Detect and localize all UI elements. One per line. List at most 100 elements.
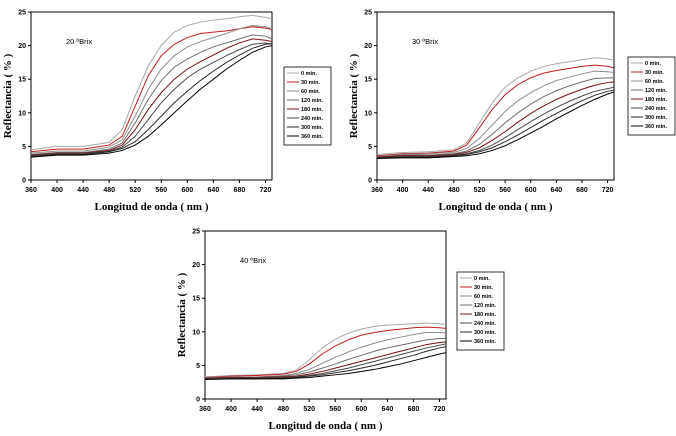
x-tick-label: 720 bbox=[602, 187, 614, 194]
legend: 0 min. 30 min. 60 min. 120 min. 180 min. 240 … bbox=[283, 66, 332, 146]
y-tick-label: 5 bbox=[22, 144, 26, 151]
y-tick-label: 10 bbox=[364, 110, 372, 117]
series-lines bbox=[377, 57, 614, 159]
legend-label: 180 min. bbox=[474, 312, 496, 318]
y-axis-label: Reflectancia ( % ) bbox=[2, 53, 14, 138]
chart-panel-3: 0 5 10 15 20 25 360 400 440 480 520 560 600 640 680 720… bbox=[176, 229, 505, 432]
brix-annotation: 20 ºBrix bbox=[66, 37, 92, 46]
x-axis-label: Longitud de onda ( nm ) bbox=[94, 201, 208, 213]
legend-label: 120 min. bbox=[301, 98, 323, 104]
y-tick-label: 15 bbox=[364, 77, 372, 84]
series-line-6 bbox=[205, 343, 446, 380]
series-line-1 bbox=[31, 14, 272, 151]
x-tick-label: 560 bbox=[329, 406, 341, 413]
series-lines bbox=[31, 14, 272, 158]
legend: 0 min. 30 min. 60 min. 120 min. 180 min. 240 … bbox=[627, 56, 676, 136]
x-tick-label: 560 bbox=[155, 187, 167, 194]
series-line-2 bbox=[377, 64, 614, 157]
legend-label: 300 min. bbox=[474, 330, 496, 336]
legend-box bbox=[456, 271, 505, 351]
y-tick-label: 15 bbox=[18, 77, 26, 84]
x-tick-label: 520 bbox=[303, 406, 315, 413]
x-tick-label: 680 bbox=[576, 187, 588, 194]
x-tick-label: 720 bbox=[434, 406, 446, 413]
x-tick-label: 360 bbox=[199, 406, 211, 413]
x-tick-label: 440 bbox=[77, 187, 89, 194]
x-axis-label: Longitud de onda ( nm ) bbox=[438, 201, 552, 213]
y-tick-label: 0 bbox=[368, 178, 372, 185]
x-tick-label: 480 bbox=[448, 187, 460, 194]
legend-label: 30 min. bbox=[301, 80, 320, 86]
x-tick-label: 600 bbox=[355, 406, 367, 413]
series-line-7 bbox=[377, 89, 614, 159]
series-line-1 bbox=[377, 57, 614, 155]
x-tick-label: 560 bbox=[499, 187, 511, 194]
y-tick-label: 25 bbox=[192, 229, 200, 236]
y-tick-label: 10 bbox=[18, 110, 26, 117]
legend-label: 60 min. bbox=[645, 79, 664, 85]
y-tick-label: 10 bbox=[192, 329, 200, 336]
x-tick-label: 520 bbox=[129, 187, 141, 194]
y-tick-label: 25 bbox=[364, 10, 372, 17]
y-tick-label: 20 bbox=[192, 262, 200, 269]
series-line-1 bbox=[205, 322, 446, 378]
series-line-8 bbox=[31, 45, 272, 158]
x-tick-label: 600 bbox=[525, 187, 537, 194]
legend-label: 30 min. bbox=[645, 70, 664, 76]
legend-label: 180 min. bbox=[645, 97, 667, 103]
series-line-3 bbox=[205, 331, 446, 378]
series-line-4 bbox=[31, 34, 272, 155]
x-tick-label: 400 bbox=[397, 187, 409, 194]
x-tick-label: 640 bbox=[551, 187, 563, 194]
x-tick-label: 640 bbox=[208, 187, 220, 194]
x-tick-label: 440 bbox=[251, 406, 263, 413]
legend-label: 180 min. bbox=[301, 107, 323, 113]
series-line-4 bbox=[377, 77, 614, 158]
x-tick-label: 400 bbox=[51, 187, 63, 194]
series-lines bbox=[205, 322, 446, 381]
x-tick-label: 440 bbox=[422, 187, 434, 194]
legend-label: 360 min. bbox=[301, 134, 323, 140]
y-tick-label: 20 bbox=[364, 43, 372, 50]
x-tick-label: 680 bbox=[234, 187, 246, 194]
x-axis-label: Longitud de onda ( nm ) bbox=[268, 420, 382, 432]
legend-label: 360 min. bbox=[474, 339, 496, 345]
legend-label: 60 min. bbox=[474, 294, 493, 300]
x-tick-label: 480 bbox=[277, 406, 289, 413]
legend-label: 120 min. bbox=[474, 303, 496, 309]
series-line-7 bbox=[31, 43, 272, 157]
plot-area bbox=[376, 11, 615, 181]
y-tick-label: 5 bbox=[368, 144, 372, 151]
y-tick-label: 0 bbox=[22, 178, 26, 185]
x-tick-label: 720 bbox=[260, 187, 272, 194]
chart-panel-1: 0 5 10 15 20 25 360 400 440 480 520 560 600 640 680 720… bbox=[2, 10, 332, 213]
legend-label: 240 min. bbox=[301, 116, 323, 122]
legend-label: 30 min. bbox=[474, 285, 493, 291]
y-axis-label: Reflectancia ( % ) bbox=[348, 53, 360, 138]
x-tick-label: 680 bbox=[408, 406, 420, 413]
legend-label: 120 min. bbox=[645, 88, 667, 94]
legend-label: 240 min. bbox=[645, 106, 667, 112]
series-line-8 bbox=[377, 91, 614, 159]
x-tick-label: 360 bbox=[25, 187, 37, 194]
series-line-6 bbox=[31, 42, 272, 157]
legend: 0 min. 30 min. 60 min. 120 min. 180 min. 240 … bbox=[456, 271, 505, 351]
y-tick-label: 0 bbox=[196, 397, 200, 404]
legend-box bbox=[283, 66, 332, 146]
series-line-5 bbox=[205, 341, 446, 379]
x-tick-label: 600 bbox=[181, 187, 193, 194]
legend-label: 300 min. bbox=[645, 115, 667, 121]
series-line-3 bbox=[377, 70, 614, 157]
series-line-2 bbox=[205, 326, 446, 378]
series-line-8 bbox=[205, 352, 446, 381]
brix-annotation: 40 ºBrix bbox=[240, 256, 266, 265]
legend-label: 300 min. bbox=[301, 125, 323, 131]
y-tick-label: 20 bbox=[18, 43, 26, 50]
y-axis-label: Reflectancia ( % ) bbox=[176, 272, 188, 357]
y-tick-label: 25 bbox=[18, 10, 26, 17]
series-line-6 bbox=[377, 86, 614, 159]
brix-annotation: 30 ºBrix bbox=[412, 37, 438, 46]
legend-label: 360 min. bbox=[645, 124, 667, 130]
series-line-5 bbox=[31, 38, 272, 156]
y-tick-label: 5 bbox=[196, 363, 200, 370]
